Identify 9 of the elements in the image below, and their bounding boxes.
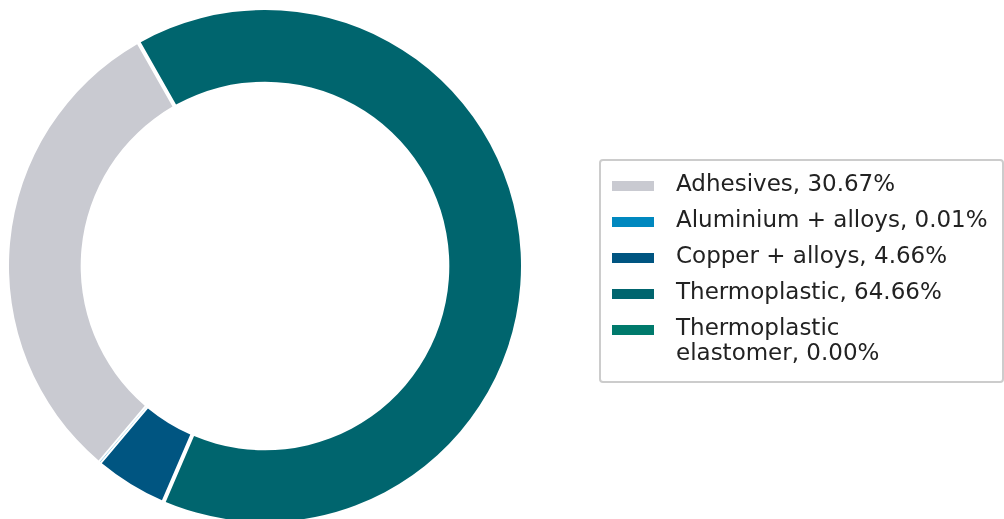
donut-slice: [140, 10, 521, 519]
legend-label: Copper + alloys, 4.66%: [676, 241, 948, 268]
donut-slice: [101, 408, 191, 501]
donut-slice: [100, 407, 147, 462]
legend-label: Thermoplastic, 64.66%: [675, 277, 942, 304]
legend-label: Adhesives, 30.67%: [676, 169, 896, 196]
legend-label: Aluminium + alloys, 0.01%: [676, 205, 988, 232]
legend-label: Thermoplastic elastomer, 0.00%: [675, 313, 880, 365]
donut-slice: [9, 44, 173, 461]
